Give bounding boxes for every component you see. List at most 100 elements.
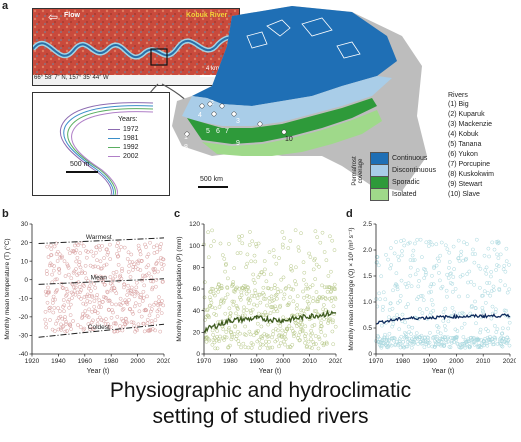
map-river-number-3: 3	[236, 118, 240, 125]
data-point	[432, 266, 436, 270]
data-point	[303, 336, 308, 341]
year-item-2002: 2002	[108, 152, 164, 161]
data-point	[224, 330, 229, 334]
data-point	[65, 262, 70, 267]
data-point	[122, 282, 126, 287]
map-river-number-5: 5	[206, 128, 210, 135]
data-point	[77, 294, 81, 299]
data-point	[108, 257, 113, 261]
data-point	[73, 285, 78, 290]
data-point	[470, 304, 474, 308]
data-point	[82, 326, 87, 331]
data-point	[296, 333, 301, 338]
data-point	[160, 299, 164, 303]
data-point	[279, 277, 284, 282]
data-point	[230, 335, 235, 339]
data-point	[261, 296, 266, 301]
data-point	[446, 276, 451, 280]
data-point	[61, 286, 66, 291]
data-point	[256, 241, 261, 246]
data-point	[227, 326, 231, 330]
data-point	[330, 329, 335, 334]
data-point	[466, 339, 471, 344]
data-point	[439, 240, 444, 245]
data-point	[314, 290, 319, 294]
data-point	[223, 269, 227, 274]
data-point	[150, 287, 154, 292]
data-point	[506, 337, 511, 342]
x-tick-label: 1980	[396, 358, 411, 365]
data-point	[385, 337, 390, 342]
data-point	[392, 251, 397, 256]
data-point	[64, 320, 69, 324]
data-point	[455, 334, 459, 339]
data-point	[249, 345, 254, 350]
data-point	[222, 334, 227, 339]
data-point	[331, 304, 336, 309]
data-point	[478, 327, 483, 332]
data-point	[142, 308, 147, 313]
data-point	[330, 238, 335, 243]
data-point	[505, 335, 510, 340]
data-point	[324, 258, 329, 263]
data-point	[67, 322, 72, 327]
map-river-number-8: 8	[184, 144, 188, 151]
data-point	[247, 289, 252, 294]
inset-scale: 500 m	[70, 161, 90, 168]
data-point	[262, 292, 266, 297]
data-point	[238, 250, 243, 255]
data-point	[44, 269, 49, 273]
data-point	[249, 259, 254, 264]
years-title: Years:	[118, 116, 138, 123]
data-point	[210, 228, 214, 233]
data-point	[421, 339, 426, 343]
data-point	[438, 253, 443, 258]
data-point	[489, 270, 494, 274]
satellite-scale-bar	[200, 75, 230, 77]
data-point	[287, 324, 292, 328]
data-point	[329, 299, 334, 303]
data-point	[127, 298, 131, 302]
data-point	[111, 270, 116, 275]
data-point	[492, 335, 497, 340]
data-point	[63, 329, 68, 334]
data-point	[64, 293, 68, 298]
panel-a-letter: a	[2, 0, 9, 12]
data-point	[234, 311, 238, 316]
data-point	[116, 241, 120, 245]
data-point	[92, 299, 97, 303]
data-point	[313, 256, 317, 261]
data-point	[107, 298, 112, 303]
data-point	[438, 278, 442, 283]
data-point	[310, 283, 315, 288]
data-point	[248, 332, 253, 337]
data-point	[453, 287, 458, 291]
data-point	[67, 305, 71, 310]
y-tick-label: 0	[24, 277, 28, 284]
data-point	[312, 323, 317, 327]
data-point	[59, 281, 64, 286]
data-point	[243, 324, 247, 329]
data-point	[251, 333, 256, 338]
data-point	[474, 321, 478, 326]
data-point	[104, 296, 108, 300]
legend-isolated: Isolated	[370, 188, 417, 201]
data-point	[86, 315, 91, 320]
data-point	[376, 263, 381, 268]
data-point	[318, 240, 323, 245]
data-point	[460, 341, 465, 346]
data-point	[430, 273, 434, 278]
data-point	[311, 340, 316, 344]
data-point	[130, 309, 135, 314]
data-point	[233, 325, 238, 329]
data-point	[67, 297, 72, 302]
data-point	[160, 267, 165, 271]
data-point	[492, 342, 496, 347]
data-point	[82, 313, 87, 318]
data-point	[51, 294, 56, 299]
data-point	[419, 333, 424, 338]
data-point	[385, 335, 389, 340]
data-point	[479, 345, 483, 350]
data-point	[109, 325, 113, 329]
x-tick-label: 2020	[157, 358, 170, 365]
